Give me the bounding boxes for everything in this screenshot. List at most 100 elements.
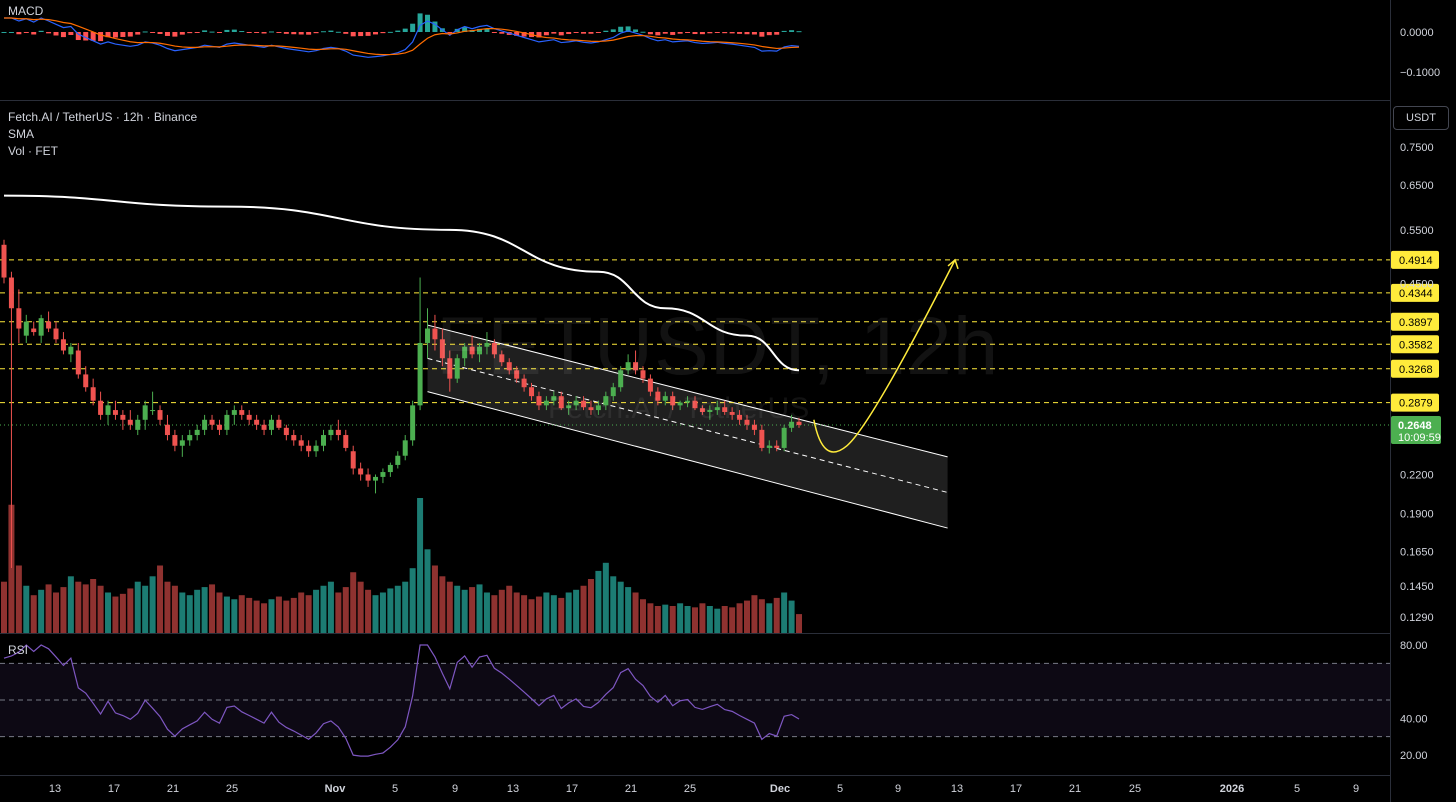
candle-body (112, 410, 118, 415)
candle-body (774, 445, 780, 448)
macd-histogram-bar (8, 32, 14, 33)
candle-body (759, 429, 765, 448)
price-tick-label[interactable]: 0.5500 (1400, 225, 1434, 237)
level-tag-label[interactable]: 0.4344 (1399, 288, 1433, 300)
level-tag[interactable] (1391, 335, 1439, 354)
rsi-tick-label[interactable]: 80.00 (1400, 640, 1428, 652)
descending-channel[interactable] (427, 324, 948, 529)
time-tick-label[interactable]: 2026 (1220, 783, 1244, 795)
channel-lower-line[interactable] (427, 391, 948, 529)
current-price-label[interactable]: 0.2648 (1398, 420, 1432, 432)
level-tag[interactable] (1391, 312, 1439, 331)
rsi-tick-label[interactable]: 20.00 (1400, 750, 1428, 762)
time-tick-label[interactable]: 21 (167, 783, 179, 795)
time-tick-label[interactable]: 5 (1294, 783, 1300, 795)
level-tag[interactable] (1391, 393, 1439, 412)
time-tick-label[interactable]: 25 (684, 783, 696, 795)
time-tick-label[interactable]: 17 (108, 783, 120, 795)
price-tick-label[interactable]: 0.2200 (1400, 469, 1434, 481)
time-tick-label[interactable]: 13 (507, 783, 519, 795)
level-tag-label[interactable]: 0.4914 (1399, 255, 1433, 267)
level-tag-label[interactable]: 0.3897 (1399, 317, 1433, 329)
price-axis[interactable]: 0.7500 0.6500 0.5500 0.4500 0.2200 0.1900 0.16… (1400, 27, 1440, 762)
time-tick-label[interactable]: 17 (566, 783, 578, 795)
level-tag-label[interactable]: 0.3268 (1399, 364, 1433, 376)
candle-body (276, 419, 282, 428)
macd-tick-label[interactable]: 0.0000 (1400, 27, 1434, 39)
candle-body (603, 396, 609, 406)
volume-legend[interactable]: Vol · FET (8, 144, 59, 158)
rsi-tick-label[interactable]: 40.00 (1400, 713, 1428, 725)
time-tick-label[interactable]: 5 (837, 783, 843, 795)
macd-histogram-bar (268, 31, 274, 33)
price-tick-label[interactable]: 0.1900 (1400, 509, 1434, 521)
candle-body (454, 358, 460, 379)
candle-body (729, 411, 735, 415)
level-tag[interactable] (1391, 250, 1439, 269)
time-tick-label[interactable]: 21 (1069, 783, 1081, 795)
price-tick-label[interactable]: 0.6500 (1400, 180, 1434, 192)
macd-tick-label[interactable]: −0.1000 (1400, 67, 1440, 79)
time-tick-label[interactable]: 13 (49, 783, 61, 795)
macd-histogram-bar (373, 32, 378, 35)
time-tick-label[interactable]: 5 (392, 783, 398, 795)
macd-histogram-bar (581, 32, 587, 34)
macd-histogram-bar (38, 30, 44, 32)
candle-body (1, 244, 7, 278)
price-tick-label[interactable]: 0.1650 (1400, 546, 1434, 558)
channel-upper-line[interactable] (427, 324, 948, 458)
projection-arrowhead[interactable] (947, 258, 959, 270)
time-tick-label[interactable]: 25 (1129, 783, 1141, 795)
time-tick-label[interactable]: 25 (226, 783, 238, 795)
macd-histogram-bar (75, 32, 81, 41)
level-tag[interactable] (1391, 359, 1439, 378)
price-tick-label[interactable]: 0.1290 (1400, 612, 1434, 624)
symbol-title[interactable]: Fetch.AI / TetherUS · 12h · Binance (8, 110, 198, 124)
time-tick-label[interactable]: 21 (625, 783, 637, 795)
projection-arrow[interactable] (813, 258, 959, 453)
time-tick-label[interactable]: 17 (1010, 783, 1022, 795)
sma-legend[interactable]: SMA (8, 127, 35, 141)
time-tick-label[interactable]: 9 (452, 783, 458, 795)
currency-badge[interactable]: USDT (1393, 106, 1449, 130)
macd-histogram-bar (655, 32, 661, 36)
price-tick-label[interactable]: 0.1450 (1400, 581, 1434, 593)
level-tag-label[interactable]: 0.3582 (1399, 339, 1433, 351)
macd-histogram-bar (685, 32, 691, 33)
macd-histogram-bar (387, 31, 393, 33)
time-tick-label[interactable]: 13 (951, 783, 963, 795)
projection-curve[interactable] (813, 259, 956, 453)
macd-histogram-bar (291, 32, 297, 35)
time-axis[interactable]: 13 17 21 25 Nov 5 9 13 17 21 25 Dec 5 9 13 17 21 25 2026 5 9 (49, 783, 1359, 795)
macd-legend[interactable]: MACD (8, 4, 44, 18)
candle-body (677, 402, 683, 406)
volume-bar (461, 589, 468, 633)
level-tag-label[interactable]: 0.2879 (1399, 398, 1433, 410)
volume-bar (379, 592, 386, 633)
volume-bar (617, 581, 624, 633)
time-tick-label[interactable]: Nov (325, 783, 347, 795)
candle-body (566, 405, 572, 409)
time-tick-label[interactable]: 9 (1353, 783, 1359, 795)
macd-histogram-bar (150, 32, 156, 33)
price-tick-label[interactable]: 0.4500 (1400, 278, 1434, 290)
macd-histogram-bar (759, 32, 765, 37)
time-tick-label[interactable]: 9 (895, 783, 901, 795)
candle-body (395, 455, 401, 465)
resistance-levels[interactable]: 0.4914 0.4344 0.3897 0.3582 0.3268 0.2879 0.26… (0, 250, 1441, 444)
macd-histogram-bar (120, 32, 126, 37)
macd-histogram-bar (343, 32, 349, 34)
macd-histogram-bar (335, 31, 341, 33)
time-tick-label[interactable]: Dec (770, 783, 790, 795)
candle-body (313, 445, 319, 452)
volume-bar (543, 592, 550, 633)
countdown-label[interactable]: 10:09:59 (1398, 432, 1441, 444)
current-price-tag[interactable] (1391, 415, 1441, 444)
level-tag[interactable] (1391, 283, 1439, 302)
candle-body (209, 419, 215, 425)
rsi-legend[interactable]: RSI (8, 643, 29, 657)
candle-body (491, 342, 497, 355)
price-tick-label[interactable]: 0.7500 (1400, 142, 1434, 154)
macd-histogram-bar (774, 32, 780, 35)
